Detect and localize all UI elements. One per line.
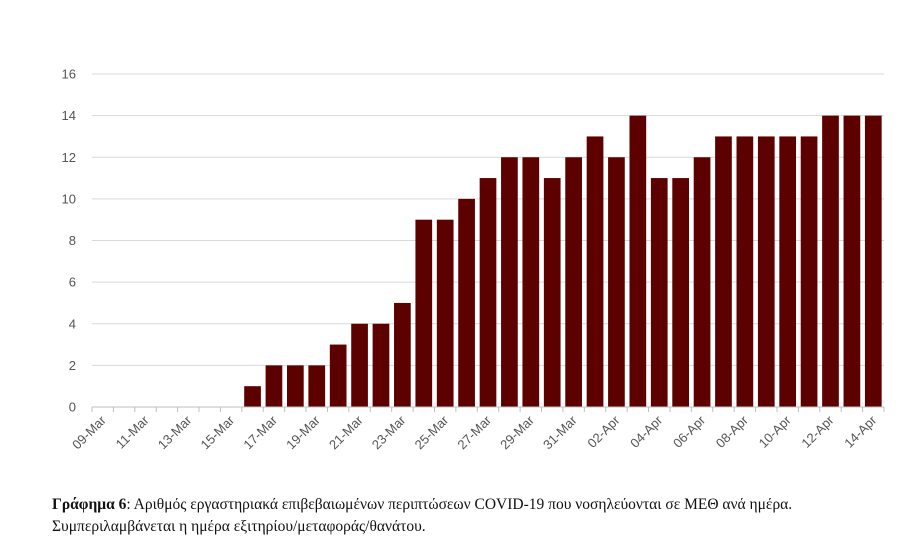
- y-tick-label: 4: [69, 316, 76, 331]
- x-axis-ticks: 09-Mar 11-Mar 13-Mar 15-Mar 17-Mar 19-Mar 21-M…: [69, 412, 880, 452]
- bar-chart: 0 2 4 6 8 10 12 14 16 09-Mar 11-Mar 13-Mar 15-Mar 17…: [62, 67, 885, 452]
- x-tick-label: 10-Apr: [756, 412, 795, 451]
- y-axis-ticks: 0 2 4 6 8 10 12 14 16: [62, 67, 76, 415]
- bars: [244, 115, 882, 407]
- caption-label: Γράφημα 6: [52, 496, 127, 513]
- bar: [329, 344, 347, 407]
- caption-text: : Αριθμός εργαστηριακά επιβεβαιωμένων πε…: [52, 496, 793, 535]
- bar: [351, 323, 368, 407]
- bar: [522, 157, 540, 407]
- bar: [843, 115, 861, 407]
- x-tick-label: 19-Mar: [283, 412, 323, 452]
- y-tick-label: 2: [69, 358, 76, 373]
- y-tick-label: 12: [62, 150, 76, 165]
- x-tick-label: 13-Mar: [155, 412, 195, 452]
- bar: [543, 178, 561, 407]
- x-tick-label: 02-Apr: [584, 412, 623, 451]
- bar: [244, 386, 261, 407]
- bar: [586, 136, 604, 407]
- y-tick-label: 14: [62, 108, 76, 123]
- figure-caption: Γράφημα 6: Αριθμός εργαστηριακά επιβεβαι…: [52, 494, 892, 538]
- bar: [501, 157, 518, 407]
- x-tick-label: 06-Apr: [670, 412, 709, 451]
- bar: [415, 219, 433, 407]
- bar: [458, 198, 475, 407]
- y-tick-label: 0: [69, 400, 76, 415]
- bar: [757, 136, 775, 407]
- x-tick-label: 25-Mar: [412, 412, 452, 452]
- bar: [715, 136, 732, 407]
- y-tick-label: 10: [62, 191, 76, 206]
- x-tick-label: 15-Mar: [198, 412, 238, 452]
- bar: [265, 365, 283, 407]
- x-axis: [91, 406, 885, 412]
- x-tick-label: 31-Mar: [540, 412, 580, 452]
- x-tick-label: 14-Apr: [841, 412, 880, 451]
- x-tick-label: 23-Mar: [369, 412, 409, 452]
- bar: [693, 157, 711, 407]
- x-tick-label: 08-Apr: [713, 412, 752, 451]
- bar: [394, 302, 411, 407]
- y-tick-label: 6: [69, 275, 76, 290]
- bar: [565, 157, 582, 407]
- bar: [479, 178, 497, 407]
- bar: [629, 115, 647, 407]
- x-tick-label: 27-Mar: [454, 412, 494, 452]
- x-tick-label: 09-Mar: [69, 412, 109, 452]
- x-tick-label: 04-Apr: [627, 412, 666, 451]
- y-tick-label: 8: [69, 233, 76, 248]
- x-tick-label: 17-Mar: [240, 412, 280, 452]
- bar: [372, 323, 390, 407]
- bar: [864, 115, 882, 407]
- bar: [672, 178, 689, 407]
- bar: [800, 136, 818, 407]
- x-tick-label: 29-Mar: [497, 412, 537, 452]
- bar: [608, 157, 625, 407]
- bar: [436, 219, 454, 407]
- bar: [650, 178, 668, 407]
- x-tick-label: 21-Mar: [326, 412, 366, 452]
- bar: [779, 136, 797, 407]
- bar: [822, 115, 839, 407]
- bar: [736, 136, 754, 407]
- x-tick-label: 12-Apr: [798, 412, 837, 451]
- bar: [287, 365, 304, 407]
- bar: [308, 365, 326, 407]
- y-tick-label: 16: [62, 67, 76, 82]
- x-tick-label: 11-Mar: [113, 412, 153, 452]
